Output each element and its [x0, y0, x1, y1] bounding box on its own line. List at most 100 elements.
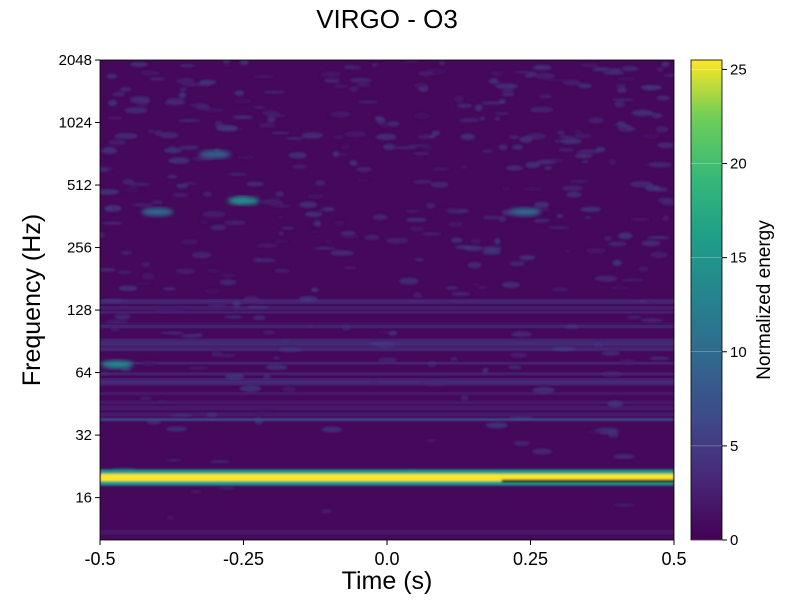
speckle	[190, 489, 202, 494]
speckle	[533, 220, 549, 223]
speckle	[578, 83, 593, 89]
chart-title: VIRGO - O3	[316, 4, 458, 34]
speckle	[647, 235, 671, 240]
speckle	[377, 357, 398, 363]
speckle	[298, 295, 318, 302]
streak	[100, 361, 674, 365]
speckle	[612, 259, 623, 266]
speckle	[263, 91, 286, 94]
energy-blob	[508, 207, 541, 216]
speckle	[304, 211, 323, 218]
energy-blob-shape	[101, 360, 134, 369]
speckle	[301, 132, 324, 139]
speckle	[204, 288, 221, 295]
speckle	[472, 283, 481, 286]
speckle	[165, 459, 182, 462]
speckle	[125, 187, 140, 193]
speckle	[100, 232, 106, 239]
speckle	[618, 358, 637, 366]
speckle	[221, 60, 231, 63]
speckle	[511, 144, 524, 150]
speckle	[648, 356, 670, 360]
speckle	[608, 432, 619, 438]
colorbar-tick-label: 15	[730, 250, 747, 267]
speckle	[655, 67, 664, 72]
speckle	[649, 162, 673, 168]
speckle	[119, 87, 132, 92]
speckle	[340, 235, 361, 239]
speckle	[153, 129, 164, 136]
speckle	[104, 206, 113, 212]
speckle	[124, 107, 148, 114]
streak	[100, 380, 674, 385]
speckle	[587, 117, 604, 124]
speckle	[544, 166, 552, 170]
speckle	[657, 197, 674, 203]
speckle	[180, 334, 203, 338]
speckle	[224, 373, 245, 380]
speckle	[139, 396, 152, 400]
speckle	[246, 306, 270, 309]
streak	[100, 400, 674, 405]
speckle	[273, 356, 280, 360]
speckle	[604, 235, 612, 241]
speckle	[206, 268, 222, 274]
speckle	[135, 281, 153, 286]
speckle	[265, 364, 288, 371]
speckle	[333, 135, 345, 139]
speckle	[482, 367, 489, 374]
speckle	[509, 352, 528, 358]
speckle	[324, 240, 333, 243]
speckle	[501, 89, 514, 96]
speckle	[364, 235, 380, 240]
speckle	[164, 100, 186, 106]
speckle	[258, 123, 276, 128]
speckle	[453, 95, 464, 103]
speckle	[281, 386, 296, 393]
speckle	[530, 106, 554, 113]
speckle	[280, 339, 291, 342]
speckle	[532, 386, 555, 394]
y-axis: 16 32 64 128 256 512 1024 2048	[59, 52, 100, 507]
speckle	[114, 313, 131, 319]
speckle	[579, 63, 600, 68]
speckle	[266, 116, 276, 123]
speckle	[460, 164, 469, 169]
speckle	[278, 347, 302, 353]
speckle	[379, 123, 394, 128]
speckle	[443, 207, 461, 213]
speckle	[320, 509, 333, 514]
speckle	[412, 179, 433, 184]
speckle	[531, 448, 553, 455]
speckle	[385, 237, 409, 244]
speckle	[525, 133, 547, 140]
speckle	[324, 78, 340, 83]
colorbar-label: Normalized energy	[754, 220, 775, 380]
x-axis: -0.5 -0.25 0.0 0.25 0.5	[84, 540, 687, 569]
colorbar-tick-label: 0	[730, 532, 738, 549]
colorbar-tick-label: 10	[730, 344, 747, 361]
y-tick-label: 2048	[59, 52, 92, 69]
speckle	[425, 202, 436, 209]
speckle	[508, 365, 522, 370]
speckle	[618, 232, 633, 240]
speckle	[215, 124, 238, 132]
y-tick-label: 16	[75, 490, 92, 507]
speckle	[498, 144, 508, 151]
streak	[100, 301, 674, 304]
speckle	[130, 61, 148, 67]
speckle	[315, 180, 326, 186]
speckle	[573, 133, 592, 139]
speckle	[349, 86, 359, 92]
speckle	[356, 166, 372, 173]
speckle	[214, 120, 224, 127]
colorbar	[690, 59, 723, 541]
speckle	[101, 299, 125, 303]
speckle	[428, 134, 436, 139]
x-tick-label: 0.25	[513, 549, 548, 569]
x-tick-label: -0.5	[84, 549, 115, 569]
speckle	[292, 164, 308, 169]
speckle	[273, 239, 289, 244]
speckle	[519, 254, 536, 261]
speckle	[611, 98, 635, 101]
